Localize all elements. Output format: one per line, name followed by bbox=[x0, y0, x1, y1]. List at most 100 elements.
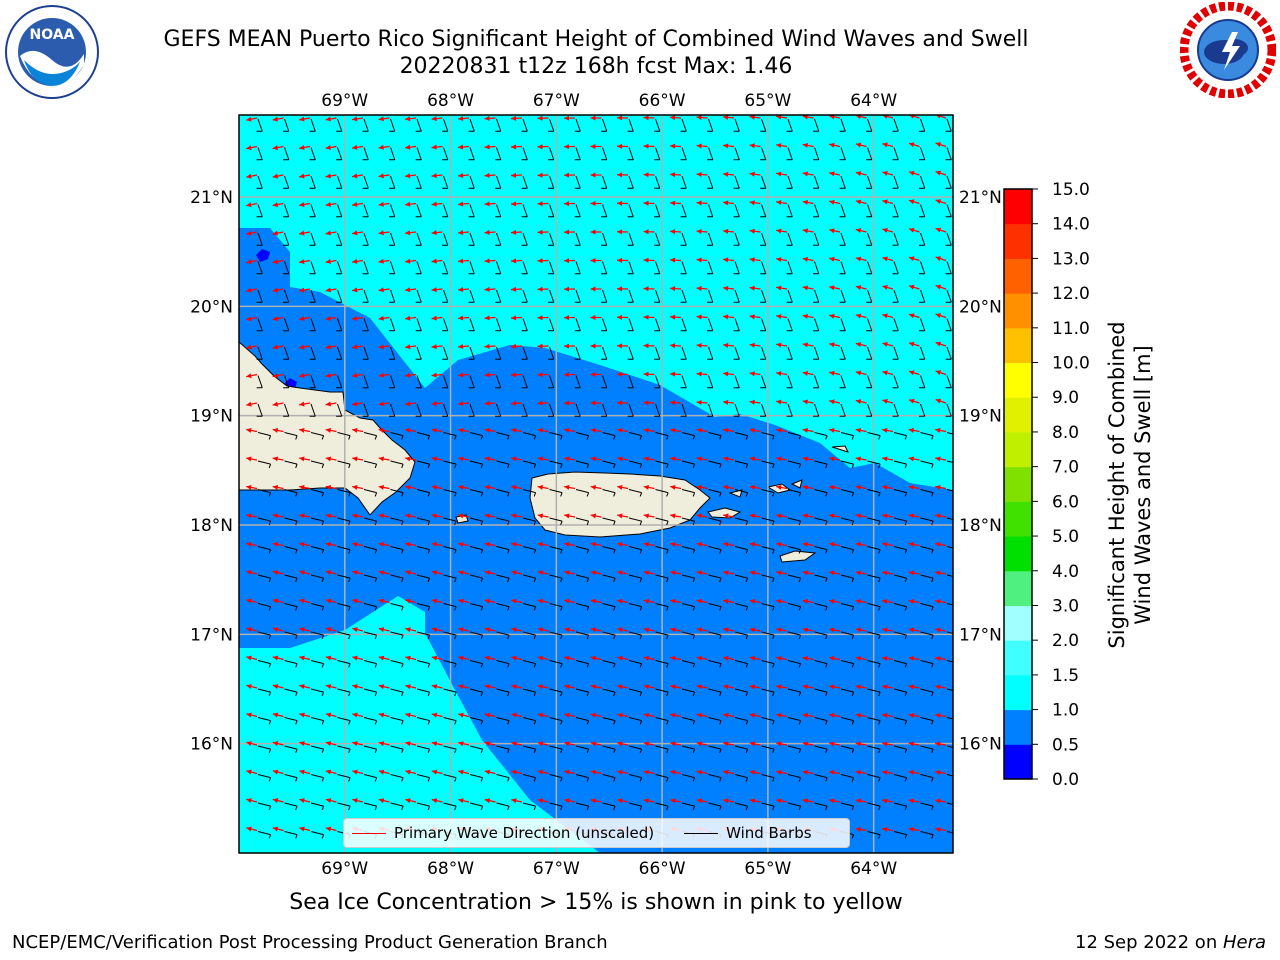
wave-arrowhead bbox=[272, 655, 279, 661]
wind-barb bbox=[363, 318, 369, 331]
wind-barb bbox=[920, 745, 934, 750]
colorbar-tick-label: 4.0 bbox=[1052, 562, 1079, 582]
wave-arrowhead bbox=[537, 258, 543, 264]
wave-arrowhead bbox=[882, 427, 888, 433]
wind-barb-flag bbox=[798, 492, 802, 497]
wind-barb bbox=[443, 460, 457, 465]
wind-barb bbox=[390, 204, 396, 217]
wind-barb bbox=[549, 375, 555, 388]
wave-arrowhead bbox=[299, 145, 305, 150]
wave-arrowhead bbox=[882, 285, 888, 290]
wind-barb bbox=[469, 603, 483, 608]
wind-barb-flag bbox=[825, 520, 828, 526]
wave-arrowhead bbox=[325, 258, 331, 264]
wave-arrowhead bbox=[829, 570, 835, 576]
wind-barb-flag bbox=[268, 834, 272, 839]
wind-barb bbox=[522, 346, 528, 360]
wave-arrowhead bbox=[325, 741, 332, 747]
wind-barb bbox=[310, 232, 316, 246]
sea-ice-note: Sea Ice Concentration > 15% is shown in … bbox=[289, 890, 903, 915]
wind-barb-flag bbox=[295, 606, 298, 611]
wave-arrowhead bbox=[617, 200, 623, 206]
wind-barb-flag bbox=[825, 691, 828, 697]
wave-arrowhead bbox=[378, 712, 385, 718]
wind-barb-flag bbox=[560, 720, 563, 725]
wave-arrowhead bbox=[670, 427, 676, 433]
wind-barb bbox=[284, 460, 298, 465]
colorbar-tick-label: 6.0 bbox=[1052, 492, 1079, 512]
wind-barb bbox=[920, 403, 926, 417]
wind-barb bbox=[761, 688, 775, 693]
wind-barb bbox=[337, 717, 351, 722]
wind-barb bbox=[787, 631, 801, 636]
wind-barb bbox=[893, 774, 907, 779]
wind-barb bbox=[920, 346, 926, 360]
wave-arrowhead bbox=[272, 684, 279, 689]
wave-arrowhead bbox=[352, 798, 358, 804]
wind-barb bbox=[602, 375, 608, 388]
wind-barb bbox=[708, 631, 722, 636]
wave-arrowhead bbox=[564, 115, 570, 121]
wind-barb-flag bbox=[427, 549, 431, 554]
wind-barb bbox=[628, 631, 642, 636]
wave-arrowhead bbox=[802, 399, 809, 405]
wind-barb bbox=[496, 660, 510, 665]
wave-arrowhead bbox=[299, 513, 305, 519]
wind-barb-flag bbox=[851, 492, 855, 497]
wind-barb-flag bbox=[798, 463, 802, 469]
map-title: GEFS MEAN Puerto Rico Significant Height… bbox=[163, 27, 1029, 52]
wind-barb bbox=[814, 802, 828, 807]
wind-barb-flag bbox=[480, 663, 484, 668]
wind-barb bbox=[628, 546, 642, 551]
nws-logo-icon bbox=[1180, 2, 1276, 98]
wave-arrowhead bbox=[696, 513, 703, 519]
wind-barb bbox=[602, 774, 616, 779]
wind-barb bbox=[602, 517, 616, 522]
wind-barb bbox=[655, 432, 669, 437]
wind-barb-flag bbox=[480, 463, 484, 469]
wave-arrowhead bbox=[829, 171, 835, 177]
wave-arrowhead bbox=[378, 427, 385, 433]
wave-arrowhead bbox=[802, 741, 809, 747]
wind-barb-flag bbox=[745, 748, 749, 754]
wind-barb-flag bbox=[878, 549, 881, 554]
lon-tick-bottom: 69°W bbox=[321, 859, 368, 879]
wind-barb bbox=[920, 688, 934, 693]
wind-barb-flag bbox=[878, 691, 881, 697]
wind-barb-flag bbox=[321, 492, 325, 497]
wind-barb bbox=[575, 318, 581, 331]
wind-barb bbox=[310, 517, 324, 522]
wind-barb bbox=[734, 717, 748, 722]
wind-barb bbox=[522, 232, 528, 246]
wind-barb bbox=[628, 204, 634, 217]
wave-arrowhead bbox=[882, 827, 888, 832]
wave-arrowhead bbox=[749, 228, 755, 234]
wind-barb bbox=[867, 175, 873, 189]
wave-arrowhead bbox=[723, 513, 729, 519]
wave-arrowhead bbox=[246, 344, 252, 350]
wave-arrowhead bbox=[484, 427, 491, 433]
wind-barb bbox=[284, 688, 298, 693]
wave-arrowhead bbox=[670, 684, 676, 690]
wave-arrowhead bbox=[855, 826, 862, 832]
wind-barb bbox=[893, 118, 899, 132]
wind-barb bbox=[655, 289, 661, 303]
wind-barb bbox=[681, 289, 687, 303]
wind-barb-flag bbox=[454, 805, 457, 811]
wind-barb bbox=[734, 375, 740, 388]
wind-barb bbox=[893, 375, 899, 388]
wind-barb bbox=[628, 261, 634, 274]
wave-arrowhead bbox=[590, 655, 597, 661]
wave-arrowhead bbox=[829, 598, 835, 604]
wind-barb-flag bbox=[772, 805, 775, 811]
wave-arrowhead bbox=[272, 230, 279, 236]
wind-barb bbox=[814, 147, 820, 160]
wave-arrowhead bbox=[776, 371, 782, 377]
wind-barb bbox=[390, 375, 396, 388]
legend-barb-line-icon bbox=[684, 832, 719, 834]
wave-arrowhead bbox=[405, 116, 411, 122]
wind-barb-flag bbox=[613, 492, 616, 497]
wind-barb bbox=[893, 432, 907, 437]
wind-barb bbox=[708, 517, 722, 522]
wave-arrowhead bbox=[670, 229, 676, 235]
